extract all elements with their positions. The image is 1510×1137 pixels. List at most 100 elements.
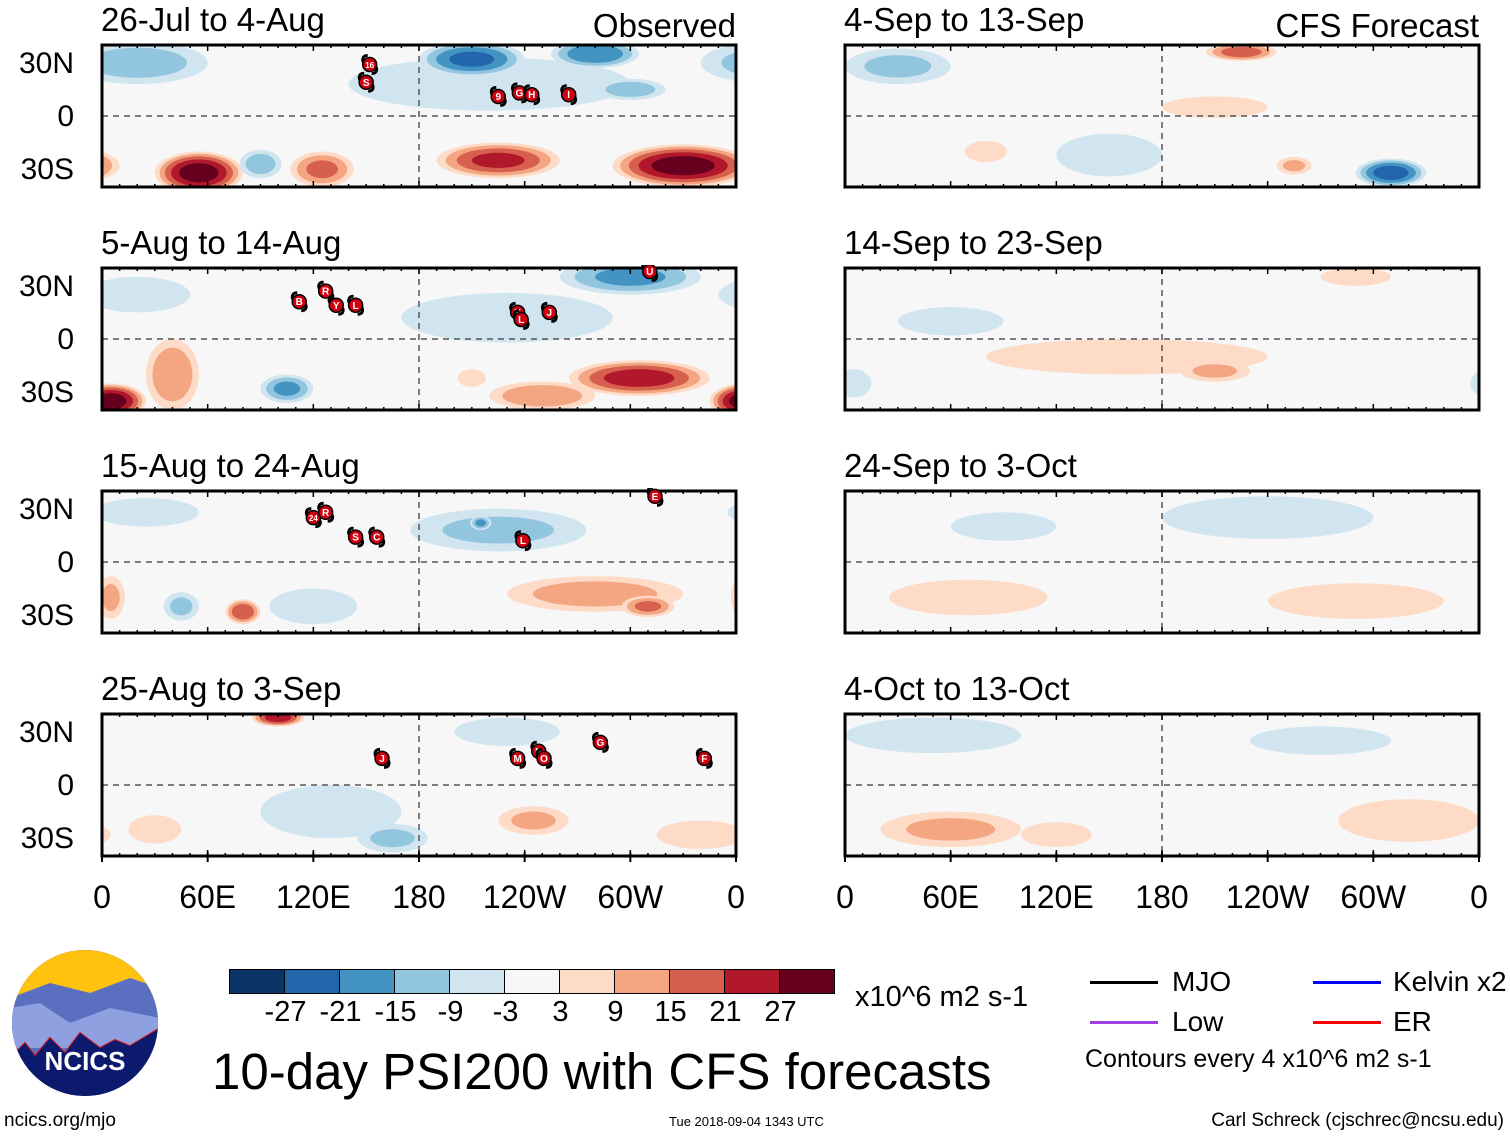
storm-marker: J — [540, 301, 558, 323]
storm-marker: R — [317, 280, 335, 302]
latitude-label: 0 — [57, 323, 74, 356]
footer-timestamp: Tue 2018-09-04 1343 UTC — [669, 1114, 824, 1129]
panel-title: 25-Aug to 3-Sep — [101, 670, 342, 707]
positive-anomaly — [471, 152, 525, 168]
storm-icon — [291, 293, 307, 310]
storm-icon — [592, 734, 609, 751]
latitude-label: 30S — [20, 153, 74, 186]
colorbar-swatch — [560, 970, 615, 993]
positive-anomaly — [1338, 799, 1479, 842]
footer-url[interactable]: ncics.org/mjo — [4, 1110, 116, 1131]
latitude-label: 30S — [20, 599, 74, 632]
legend-line-kelvin — [1313, 981, 1381, 984]
longitude-label: 0 — [836, 879, 854, 915]
legend-line-mjo — [1090, 981, 1158, 984]
storm-icon — [509, 750, 526, 767]
storm-label: I — [567, 90, 570, 101]
negative-anomaly — [170, 597, 193, 616]
positive-anomaly — [603, 369, 675, 387]
storm-label: J — [379, 754, 385, 765]
storm-label: O — [540, 754, 548, 765]
latitude-label: 0 — [57, 546, 74, 579]
storm-marker: 24 — [304, 507, 322, 529]
negative-anomaly — [442, 516, 554, 544]
negative-anomaly — [845, 369, 872, 398]
storm-marker: 9 — [489, 85, 507, 107]
storm-icon — [490, 88, 506, 105]
map-frame — [843, 489, 1481, 635]
storm-marker: R — [317, 501, 335, 523]
psi200-map-forecast — [843, 489, 1481, 635]
storm-marker: S — [357, 71, 375, 93]
storm-marker: S — [347, 526, 365, 548]
negative-anomaly — [845, 717, 1022, 754]
storm-marker: U — [641, 265, 659, 283]
storm-marker: O — [535, 747, 553, 769]
psi200-map-forecast — [843, 712, 1481, 858]
storm-icon — [541, 304, 558, 321]
negative-anomaly — [605, 81, 656, 97]
negative-anomaly — [475, 519, 486, 527]
colorbar-swatch — [285, 970, 340, 993]
colorbar-swatch — [725, 970, 780, 993]
storm-marker: F — [695, 747, 713, 769]
positive-anomaly — [634, 601, 662, 612]
colorbar-label: 21 — [709, 996, 742, 1028]
storm-marker: M — [509, 747, 527, 769]
colorbar-label: 15 — [654, 996, 687, 1028]
positive-anomaly — [152, 347, 193, 402]
storm-label: E — [652, 492, 659, 503]
colorbar-units: x10^6 m2 s-1 — [855, 981, 1029, 1013]
positive-anomaly — [532, 581, 658, 607]
storm-icon — [361, 56, 378, 73]
negative-anomaly — [897, 307, 1004, 336]
storm-icon — [347, 297, 364, 314]
colorbar-label: -15 — [374, 996, 417, 1028]
panel-title: 14-Sep to 23-Sep — [844, 224, 1103, 261]
storm-label: S — [352, 533, 359, 544]
map-frame — [843, 266, 1481, 412]
storm-label: M — [513, 754, 521, 765]
negative-anomaly — [401, 292, 613, 343]
longitude-label: 180 — [1135, 879, 1189, 915]
map-frame — [100, 266, 738, 412]
ncics-logo: NCICS — [12, 950, 158, 1096]
longitude-label: 120W — [482, 879, 567, 915]
latitude-label: 30N — [18, 716, 74, 749]
colorbar — [229, 969, 835, 994]
footer-credit: Carl Schreck (cjschrec@ncsu.edu) — [1211, 1110, 1504, 1131]
storm-icon — [523, 86, 540, 103]
positive-anomaly — [179, 163, 219, 183]
latitude-label: 0 — [57, 769, 74, 802]
latitude-label: 30N — [18, 47, 74, 80]
storm-marker: L — [512, 308, 530, 330]
panel-title: 4-Oct to 13-Oct — [844, 670, 1070, 707]
panel-title: 24-Sep to 3-Oct — [844, 447, 1077, 484]
longitude-label: 0 — [1470, 879, 1488, 915]
storm-label: G — [597, 738, 605, 749]
psi200-map-observed: 24 R S C L E — [100, 488, 738, 635]
longitude-axis-ticks — [101, 852, 737, 862]
negative-anomaly — [567, 45, 623, 63]
storm-icon — [328, 297, 344, 314]
colorbar-label: -21 — [319, 996, 362, 1028]
positive-anomaly — [1162, 96, 1268, 118]
storm-marker: I — [560, 84, 578, 106]
storm-label: R — [322, 287, 330, 298]
storm-label: H — [528, 90, 535, 101]
latitude-label: 0 — [57, 100, 74, 133]
positive-anomaly — [651, 156, 715, 176]
storm-icon — [317, 504, 334, 521]
panel-title: 4-Sep to 13-Sep — [844, 1, 1085, 38]
storm-label: 16 — [365, 61, 374, 70]
panel-title: 5-Aug to 14-Aug — [101, 224, 342, 261]
negative-anomaly — [102, 47, 188, 78]
map-frame — [100, 43, 738, 189]
storm-marker: Y — [327, 294, 345, 316]
longitude-label: 120E — [1018, 879, 1094, 915]
longitude-label: 120E — [275, 879, 351, 915]
positive-anomaly — [306, 160, 338, 179]
storm-label: L — [353, 301, 359, 312]
longitude-label: 180 — [392, 879, 446, 915]
